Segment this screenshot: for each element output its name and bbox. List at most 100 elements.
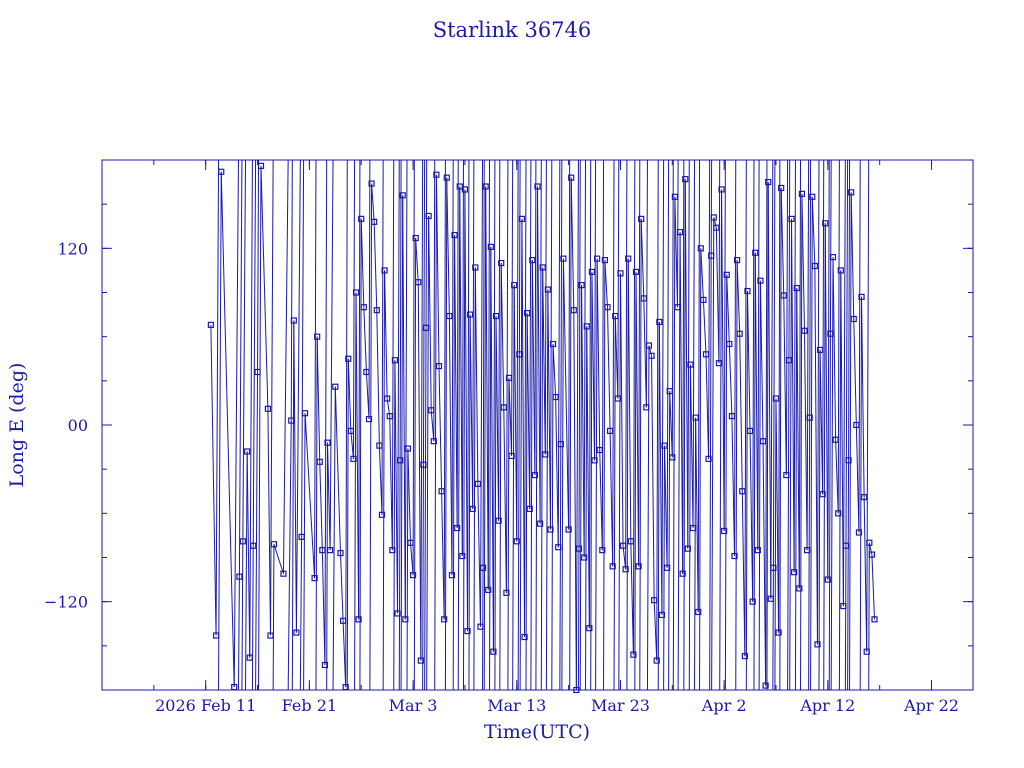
data-point: [754, 547, 761, 554]
series-line: [577, 548, 580, 690]
series-line: [535, 186, 538, 690]
data-point: [524, 310, 531, 317]
series-line: [448, 316, 453, 576]
series-line: [640, 218, 645, 299]
data-point: [264, 405, 272, 412]
series-line: [238, 160, 243, 577]
series-line: [581, 285, 585, 558]
series-line: [575, 160, 579, 690]
data-point: [583, 323, 590, 330]
data-point: [441, 616, 448, 623]
data-point: [314, 333, 321, 340]
data-point: [778, 184, 785, 192]
series-line: [358, 160, 361, 620]
data-point: [498, 259, 505, 267]
data-point: [656, 318, 663, 326]
series-line: [752, 160, 755, 602]
series-line: [692, 160, 696, 529]
series-line: [762, 441, 767, 686]
series-line: [804, 330, 808, 551]
series-line: [354, 292, 357, 690]
data-point: [257, 162, 265, 169]
data-point: [407, 539, 414, 546]
data-point: [816, 346, 824, 354]
data-point: [757, 277, 764, 284]
series-line: [507, 377, 510, 690]
series-line: [823, 223, 826, 690]
x-tick-label: Feb 21: [282, 696, 337, 715]
series-line: [503, 407, 507, 593]
data-point: [739, 488, 746, 495]
data-point: [250, 542, 257, 549]
data-point: [601, 257, 608, 264]
data-point: [842, 542, 850, 549]
series-line: [793, 160, 796, 573]
series-line: [404, 160, 408, 620]
series-line: [779, 187, 782, 690]
data-point: [679, 570, 686, 577]
series-line: [295, 160, 301, 633]
data-point: [376, 442, 383, 449]
series-line: [428, 215, 432, 411]
series-line: [257, 160, 260, 373]
series-line: [824, 223, 829, 580]
series-line: [562, 258, 570, 530]
series-line: [648, 345, 653, 356]
data-point: [596, 446, 603, 454]
series-line: [542, 267, 546, 455]
series-line: [525, 313, 528, 690]
data-point: [565, 526, 572, 533]
data-point: [391, 357, 399, 364]
series-line: [832, 257, 837, 440]
series-line: [775, 398, 780, 633]
series-line: [526, 313, 531, 509]
data-point: [835, 510, 842, 517]
data-point: [454, 524, 461, 532]
series-line: [518, 160, 521, 355]
data-point: [767, 595, 774, 602]
data-point: [630, 651, 637, 658]
series-line: [485, 186, 489, 590]
series-line: [853, 318, 857, 426]
series-line: [638, 160, 641, 567]
data-point: [482, 183, 489, 190]
data-point: [700, 296, 707, 303]
data-point: [861, 494, 868, 501]
data-point: [536, 520, 544, 527]
series-line: [754, 252, 759, 551]
series-line: [267, 408, 271, 636]
data-point: [368, 180, 375, 187]
series-line: [741, 491, 746, 657]
data-point: [848, 189, 855, 196]
series-line: [473, 267, 476, 690]
data-point: [632, 268, 640, 275]
data-point: [770, 564, 777, 571]
data-point: [645, 342, 653, 349]
series-line: [360, 218, 365, 308]
data-point: [783, 471, 790, 479]
series-line: [814, 265, 818, 645]
data-point: [697, 245, 704, 252]
series-line: [560, 160, 563, 445]
series-line: [246, 451, 251, 658]
x-tick-label: Apr 12: [799, 696, 855, 715]
data-point: [337, 549, 344, 557]
series-line: [778, 160, 781, 633]
series-line: [863, 497, 868, 652]
series-line: [389, 416, 393, 551]
data-point: [858, 293, 865, 301]
series-line: [721, 189, 725, 532]
data-point: [529, 257, 536, 264]
series-line: [299, 536, 303, 690]
x-tick-label: Mar 13: [487, 696, 546, 715]
series-line: [352, 160, 356, 459]
data-point: [765, 178, 772, 186]
data-point: [412, 234, 419, 242]
data-point: [239, 538, 246, 545]
data-point: [384, 395, 391, 402]
data-point: [459, 552, 466, 560]
data-point: [619, 542, 627, 549]
series-line: [422, 464, 424, 690]
data-point: [267, 632, 274, 639]
data-point: [827, 330, 834, 337]
